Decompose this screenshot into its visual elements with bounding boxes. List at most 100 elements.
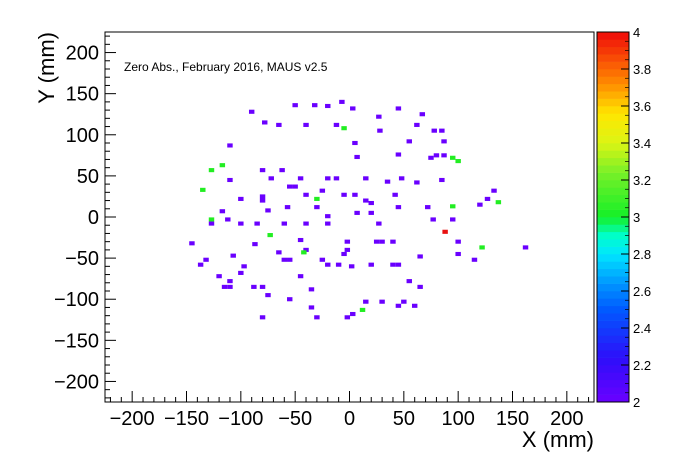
data-cell xyxy=(312,103,318,108)
data-cell xyxy=(248,109,255,114)
data-cell xyxy=(395,152,402,157)
data-cell xyxy=(252,242,258,247)
data-cell xyxy=(390,262,396,267)
colorbar-band xyxy=(597,54,629,62)
data-cell xyxy=(238,221,244,226)
data-cell xyxy=(354,154,360,160)
data-cell xyxy=(265,208,271,213)
colorbar-band xyxy=(597,224,629,233)
data-cell xyxy=(227,177,233,183)
data-cell xyxy=(363,198,369,203)
data-cell xyxy=(308,287,315,292)
y-tick-label: 100 xyxy=(66,125,99,147)
data-cell xyxy=(471,257,478,262)
data-cell xyxy=(259,194,266,199)
data-cell xyxy=(368,200,374,206)
data-cell xyxy=(495,200,502,205)
data-cell xyxy=(376,114,382,119)
data-cell xyxy=(238,270,244,275)
colorbar-tick-label: 3.4 xyxy=(633,136,651,151)
data-cell xyxy=(287,257,293,262)
colorbar-band xyxy=(597,187,629,196)
data-cell xyxy=(341,251,347,257)
data-cell xyxy=(303,122,309,127)
colorbar-band xyxy=(597,165,629,173)
data-cell xyxy=(208,221,215,226)
data-cell xyxy=(314,315,320,320)
colorbar-band xyxy=(597,46,629,55)
data-cell xyxy=(259,284,266,289)
data-cell xyxy=(395,262,402,267)
data-cell xyxy=(430,217,436,222)
colorbar-band xyxy=(597,135,629,144)
colorbar-band xyxy=(597,83,629,92)
colorbar-band xyxy=(597,106,629,114)
colorbar-band xyxy=(597,217,629,225)
y-tick-label: 200 xyxy=(66,43,99,65)
colorbar-band xyxy=(597,98,629,107)
y-tick-label: −200 xyxy=(54,371,99,393)
data-cell xyxy=(392,192,398,197)
data-cell xyxy=(395,106,402,111)
data-cell xyxy=(230,253,236,258)
data-cell xyxy=(363,299,369,304)
colorbar-tick-label: 2.8 xyxy=(633,247,651,262)
data-cell xyxy=(292,103,298,108)
colorbar-band xyxy=(597,69,629,77)
data-cell xyxy=(319,188,326,193)
data-cell xyxy=(325,214,331,219)
data-cell xyxy=(341,126,347,131)
data-cell xyxy=(333,122,340,127)
data-cell xyxy=(348,264,355,269)
data-cell xyxy=(284,205,291,210)
data-cell xyxy=(216,274,222,279)
data-cell xyxy=(359,307,366,312)
data-cell xyxy=(227,279,233,284)
data-cell xyxy=(325,176,331,181)
colorbar-band xyxy=(597,357,629,366)
data-cell xyxy=(219,209,226,214)
colorbar-band xyxy=(597,180,629,188)
data-cell xyxy=(241,264,247,269)
data-cell xyxy=(279,168,285,173)
data-cell xyxy=(414,122,420,127)
data-cell xyxy=(384,179,391,184)
data-cell xyxy=(354,210,360,215)
data-cell xyxy=(491,188,497,193)
data-cell xyxy=(254,221,260,226)
data-cell xyxy=(368,262,374,267)
colorbar-band xyxy=(597,194,629,203)
colorbar-band xyxy=(597,91,629,99)
colorbar-band xyxy=(597,268,629,277)
data-cell xyxy=(297,176,304,181)
data-cell xyxy=(395,303,402,308)
data-cell xyxy=(219,163,226,168)
data-cell xyxy=(314,205,320,210)
data-cell xyxy=(325,262,331,267)
data-cell xyxy=(450,204,456,209)
colorbar-band xyxy=(597,254,629,262)
colorbar-band xyxy=(597,342,629,351)
data-cell xyxy=(281,221,288,226)
data-cell xyxy=(267,233,273,238)
data-cell xyxy=(333,176,340,181)
colorbar-band xyxy=(597,120,629,129)
data-cell xyxy=(276,250,282,255)
data-cell xyxy=(431,128,437,133)
data-cell xyxy=(227,143,233,148)
data-cell xyxy=(238,196,244,201)
colorbar-band xyxy=(597,298,629,307)
data-cell xyxy=(390,239,396,244)
data-cell xyxy=(522,245,529,250)
colorbar-band xyxy=(597,39,629,48)
colorbar-band xyxy=(597,328,629,336)
x-tick-label: −200 xyxy=(110,408,155,430)
x-tick-label: −150 xyxy=(164,408,209,430)
colorbar-band xyxy=(597,379,629,388)
data-cell xyxy=(303,221,309,226)
data-cell xyxy=(259,315,266,320)
x-tick-label: 0 xyxy=(344,408,355,430)
y-tick-label: 50 xyxy=(77,166,99,188)
colorbar-band xyxy=(597,261,629,270)
data-cell xyxy=(363,176,369,181)
